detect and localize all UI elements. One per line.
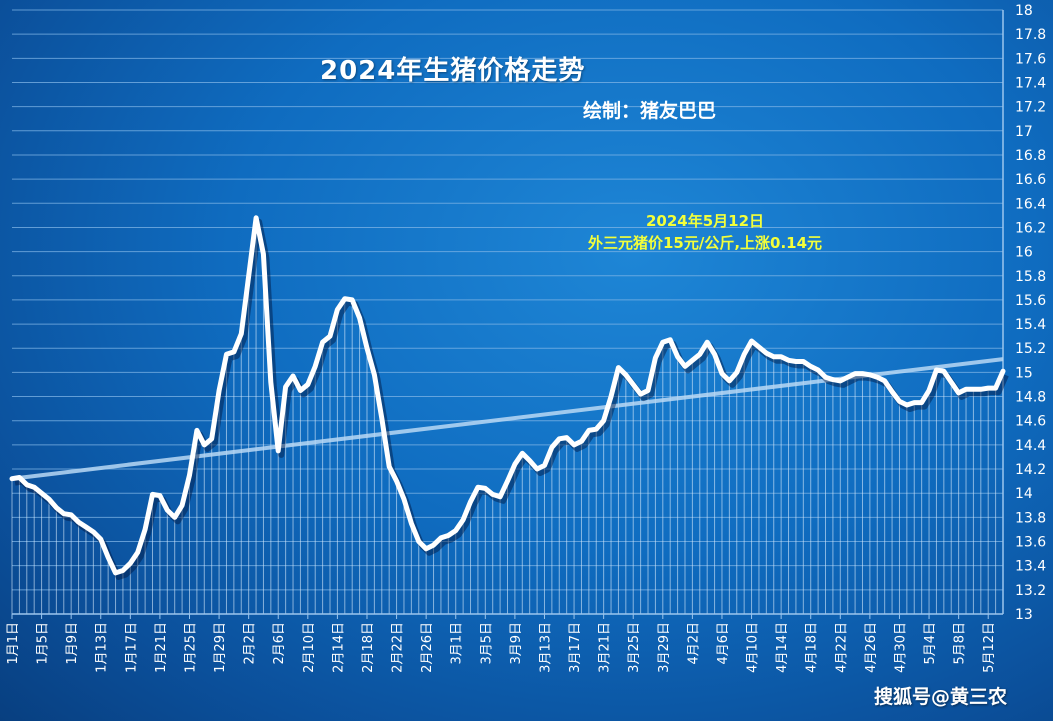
- y-tick-label: 14.8: [1015, 390, 1046, 406]
- y-tick-label: 16.6: [1015, 172, 1046, 188]
- y-tick-label: 14.2: [1015, 462, 1046, 478]
- x-tick-label: 4月14日: [775, 622, 790, 673]
- x-tick-label: 3月5日: [479, 622, 494, 665]
- chart-annotation: 2024年5月12日 外三元猪价15元/公斤,上涨0.14元: [540, 210, 870, 254]
- x-tick-label: 2月2日: [243, 622, 258, 665]
- x-tick-label: 2月22日: [391, 622, 406, 673]
- x-tick-label: 2月14日: [331, 622, 346, 673]
- y-tick-label: 14.6: [1015, 414, 1046, 430]
- x-tick-label: 4月18日: [805, 622, 820, 673]
- y-tick-label: 13.2: [1015, 583, 1046, 599]
- x-tick-label: 4月30日: [893, 622, 908, 673]
- y-tick-label: 16: [1015, 245, 1033, 261]
- x-tick-label: 1月9日: [65, 622, 80, 665]
- x-tick-label: 3月9日: [509, 622, 524, 665]
- x-tick-label: 1月25日: [183, 622, 198, 673]
- y-tick-label: 14.4: [1015, 438, 1046, 454]
- y-tick-label: 13.8: [1015, 510, 1046, 526]
- x-tick-label: 4月10日: [746, 622, 761, 673]
- chart-subtitle: 绘制：猪友巴巴: [583, 100, 717, 122]
- y-tick-label: 13.6: [1015, 535, 1046, 551]
- annotation-date: 2024年5月12日: [645, 212, 765, 230]
- x-tick-label: 3月21日: [598, 622, 613, 673]
- x-tick-label: 3月29日: [657, 622, 672, 673]
- x-tick-label: 4月26日: [864, 622, 879, 673]
- y-tick-label: 15: [1015, 365, 1033, 381]
- x-tick-label: 1月1日: [6, 622, 21, 665]
- y-tick-label: 16.4: [1015, 196, 1046, 212]
- x-tick-label: 2月18日: [361, 622, 376, 673]
- x-tick-label: 1月21日: [154, 622, 169, 673]
- x-tick-label: 2月10日: [302, 622, 317, 673]
- y-tick-label: 17.2: [1015, 100, 1046, 116]
- y-tick-label: 16.8: [1015, 148, 1046, 164]
- y-tick-label: 15.8: [1015, 269, 1046, 285]
- x-tick-label: 2月6日: [272, 622, 287, 665]
- x-tick-label: 5月4日: [923, 622, 938, 665]
- x-tick-label: 1月29日: [213, 622, 228, 673]
- x-tick-label: 4月2日: [686, 622, 701, 665]
- x-tick-label: 4月6日: [716, 622, 731, 665]
- x-tick-label: 1月13日: [95, 622, 110, 673]
- x-tick-label: 3月17日: [568, 622, 583, 673]
- x-tick-label: 1月17日: [124, 622, 139, 673]
- y-tick-label: 17.4: [1015, 75, 1046, 91]
- series-line-shadow: [14, 218, 1009, 580]
- y-tick-label: 15.2: [1015, 341, 1046, 357]
- y-tick-label: 14: [1015, 486, 1033, 502]
- x-tick-label: 5月8日: [953, 622, 968, 665]
- y-tick-label: 13.4: [1015, 559, 1046, 575]
- y-tick-label: 18: [1015, 3, 1033, 19]
- y-tick-label: 17.8: [1015, 27, 1046, 43]
- x-tick-label: 4月22日: [834, 622, 849, 673]
- annotation-price: 外三元猪价15元/公斤,上涨0.14元: [587, 234, 823, 252]
- x-tick-label: 5月12日: [982, 622, 997, 673]
- x-tick-label: 3月25日: [627, 622, 642, 673]
- x-tick-label: 2月26日: [420, 622, 435, 673]
- y-tick-label: 17.6: [1015, 51, 1046, 67]
- x-tick-label: 3月1日: [450, 622, 465, 665]
- y-tick-label: 15.4: [1015, 317, 1046, 333]
- chart-title: 2024年生猪价格走势: [320, 56, 586, 86]
- y-tick-label: 16.2: [1015, 220, 1046, 236]
- series-line: [9, 215, 1006, 576]
- y-tick-label: 13: [1015, 607, 1033, 623]
- y-tick-label: 17: [1015, 124, 1033, 140]
- watermark: 搜狐号@黄三农: [874, 686, 1008, 708]
- x-tick-label: 3月13日: [538, 622, 553, 673]
- y-tick-label: 15.6: [1015, 293, 1046, 309]
- x-tick-label: 1月5日: [36, 622, 51, 665]
